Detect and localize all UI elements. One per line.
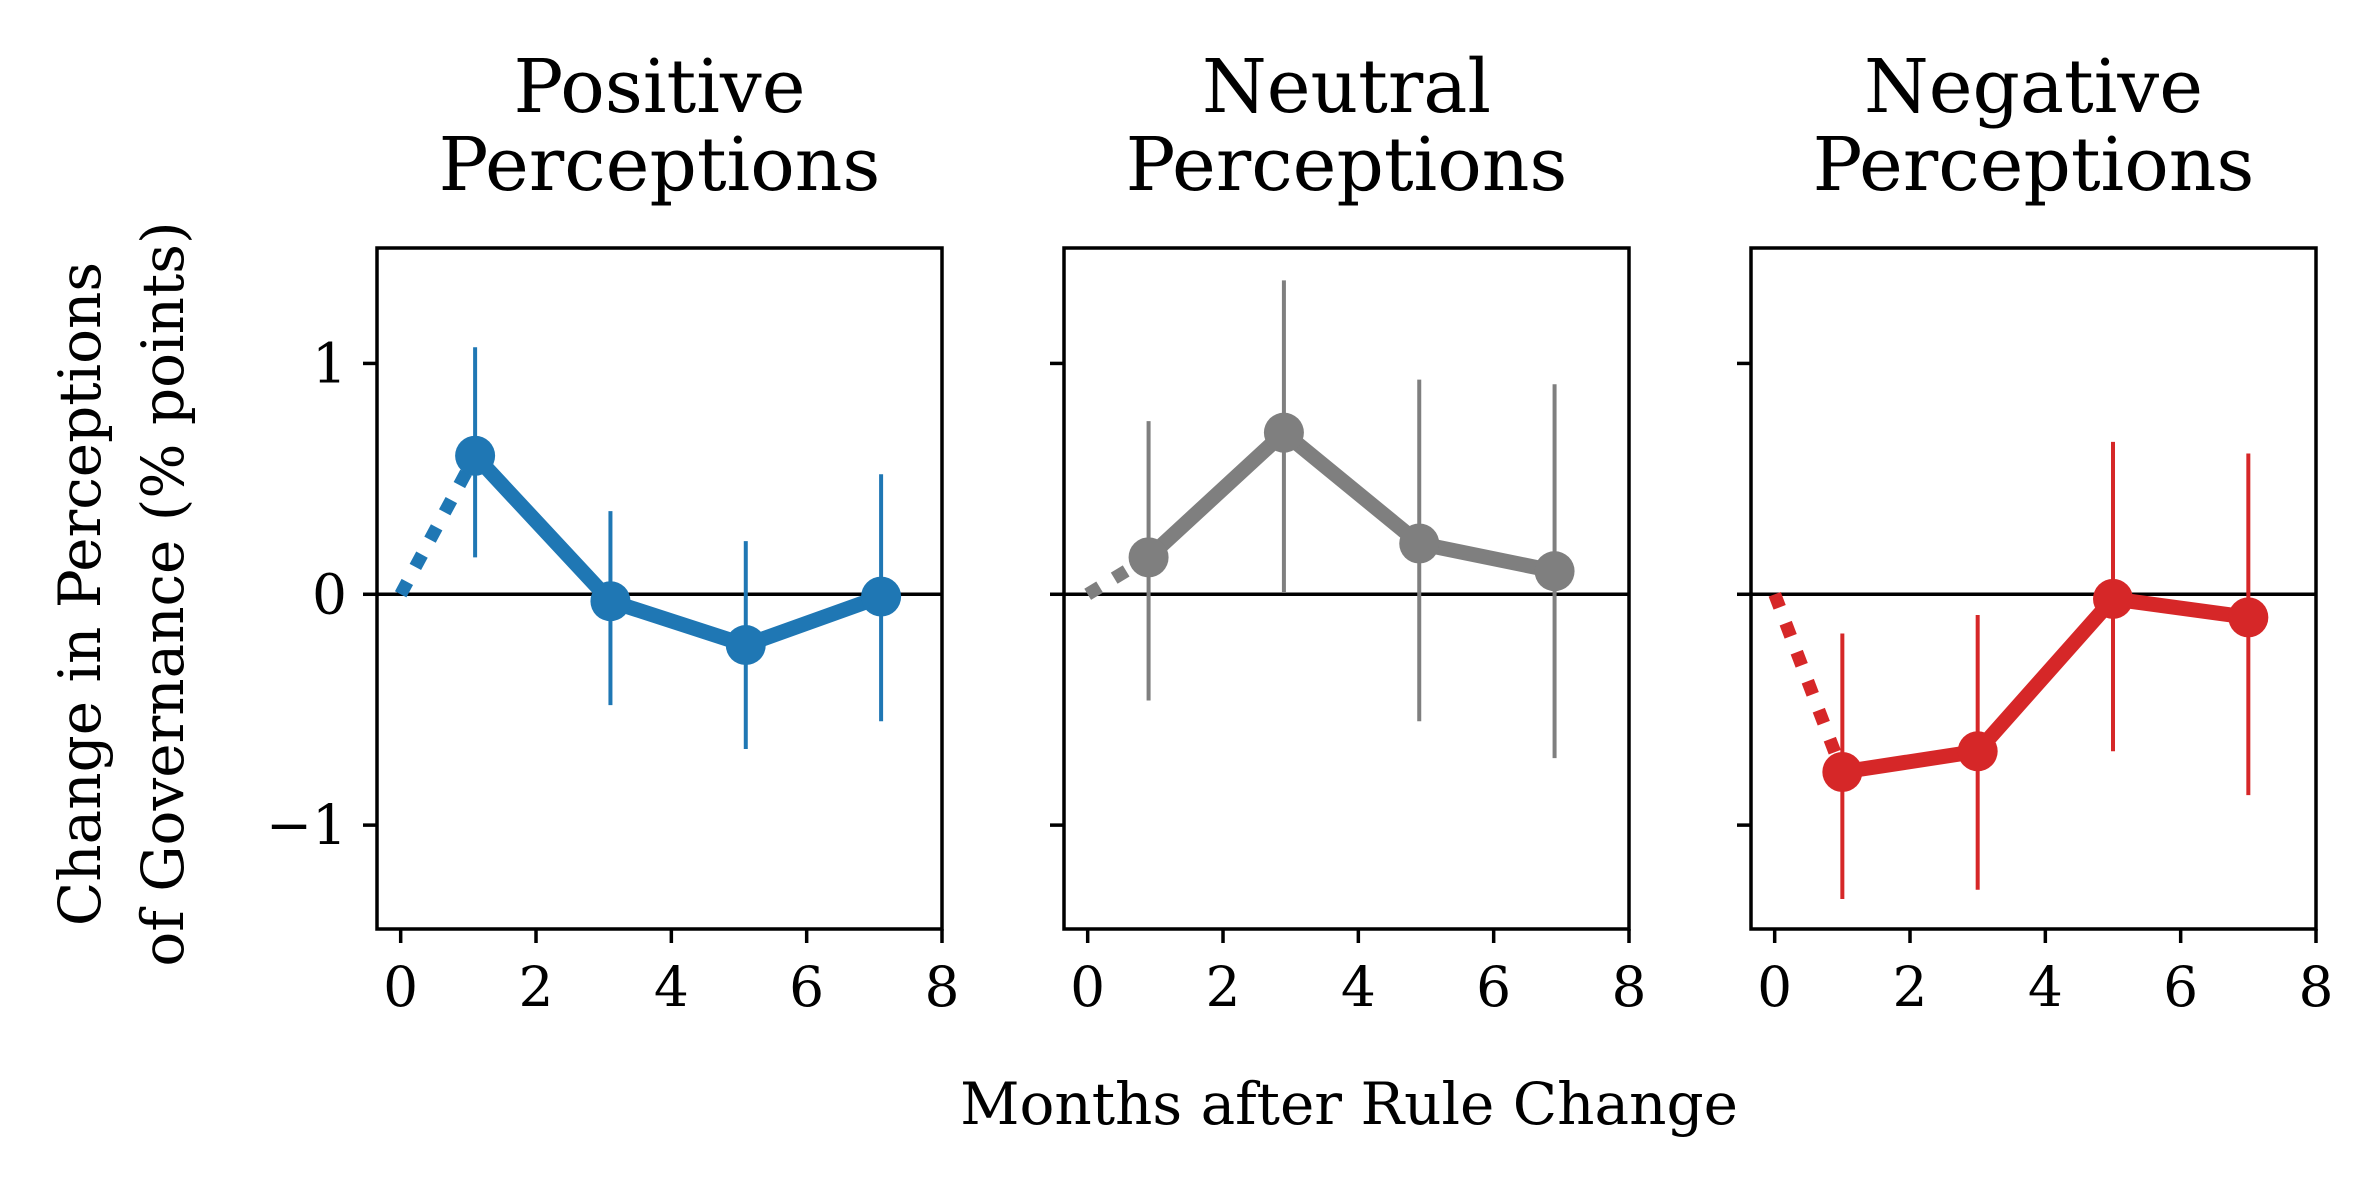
panel-3-xtick-label-5: 8 (2299, 955, 2334, 1019)
panel-2-title-line-2: Perceptions (1126, 122, 1568, 208)
y-axis-label-line-2: of Governance (% points) (129, 221, 197, 966)
panel-1-point-3 (725, 625, 766, 666)
panel-2-xtick-label-4: 6 (1476, 955, 1511, 1019)
panel-2-point-1 (1128, 537, 1169, 578)
panel-1-xtick-label-1: 0 (383, 955, 418, 1019)
panel-3-point-1 (1822, 752, 1863, 793)
panel-2-dotted-segment (1084, 551, 1152, 600)
panel-1-xtick-label-4: 6 (789, 955, 824, 1019)
panel-2-xtick-label-3: 4 (1341, 955, 1376, 1019)
panel-1-point-2 (590, 581, 631, 622)
panel-3-xtick-label-1: 0 (1757, 955, 1792, 1019)
panel-1-frame (375, 246, 944, 931)
panel-2-frame (1062, 246, 1631, 931)
panel-2-xtick-label-5: 8 (1612, 955, 1647, 1019)
panel-3-dotted-segment (1768, 591, 1849, 775)
y-axis-label-line-1: Change in Perceptions (46, 262, 114, 926)
panel-1-xtick-label-3: 4 (654, 955, 689, 1019)
panel-1-xtick-label-5: 8 (925, 955, 960, 1019)
ytick-label-2: 0 (312, 562, 347, 626)
x-axis-label: Months after Rule Change (960, 1070, 1738, 1138)
panel-2-point-2 (1263, 412, 1304, 453)
panel-2-series-line (1143, 425, 1557, 579)
panel-2-point-3 (1399, 523, 1440, 564)
panel-3-title-line-2: Perceptions (1813, 122, 2255, 208)
panel-2-title-line-1: Neutral (1202, 44, 1491, 130)
ytick-label-3: −1 (266, 793, 347, 857)
panel-1-series-line (469, 450, 884, 653)
panel-3-xtick-label-4: 6 (2163, 955, 2198, 1019)
panel-1-xtick-label-2: 2 (519, 955, 554, 1019)
panel-2-xtick-label-2: 2 (1206, 955, 1241, 1019)
panel-2-xtick-label-1: 0 (1070, 955, 1105, 1019)
panel-1-point-4 (861, 576, 902, 617)
panel-3-point-4 (2228, 597, 2269, 638)
panel-3-title-line-1: Negative (1864, 44, 2203, 130)
panel-1-title-line-2: Perceptions (439, 122, 881, 208)
panel-3-point-3 (2093, 578, 2134, 619)
panel-3-xtick-label-3: 4 (2028, 955, 2063, 1019)
panel-2-point-4 (1534, 551, 1575, 592)
panel-1-point-1 (455, 435, 496, 476)
panel-1-title-line-1: Positive (514, 44, 806, 130)
ytick-label-1: 1 (312, 331, 347, 395)
panel-3-series-line (1841, 591, 2250, 780)
panel-1-dotted-segment (394, 452, 481, 598)
panel-3-point-2 (1957, 731, 1998, 772)
panel-3-xtick-label-2: 2 (1893, 955, 1928, 1019)
panel-3-frame (1749, 246, 2318, 931)
